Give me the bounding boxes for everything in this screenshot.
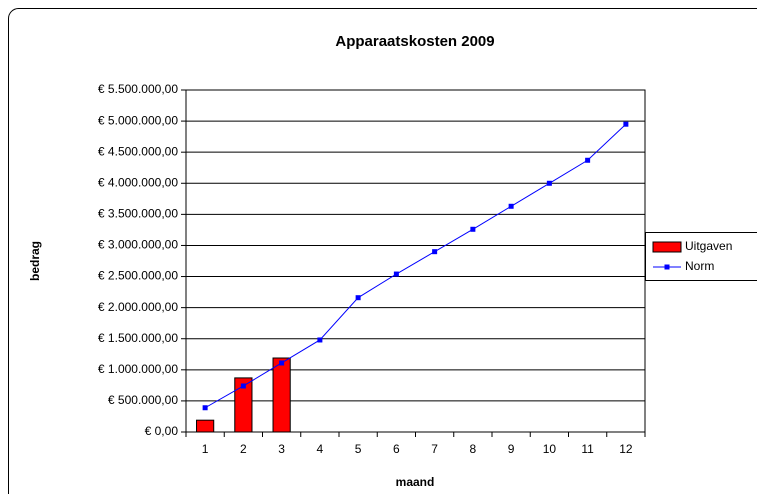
y-tick-label: € 3.500.000,00 xyxy=(98,207,178,221)
line-marker xyxy=(393,271,399,277)
x-tick-label: 9 xyxy=(508,442,515,456)
y-tick-label: € 2.500.000,00 xyxy=(98,269,178,283)
y-tick-label: € 5.500.000,00 xyxy=(98,82,178,96)
x-tick-label: 4 xyxy=(317,442,324,456)
y-tick-label: € 1.500.000,00 xyxy=(98,331,178,345)
x-tick-label: 7 xyxy=(431,442,438,456)
line-marker xyxy=(546,180,552,186)
line-marker xyxy=(623,121,629,127)
line-marker xyxy=(240,383,246,389)
legend-marker xyxy=(664,264,670,270)
x-tick-label: 11 xyxy=(581,442,594,456)
x-tick-label: 2 xyxy=(240,442,247,456)
line-marker xyxy=(432,249,438,255)
line-marker xyxy=(508,203,514,209)
y-tick-label: € 500.000,00 xyxy=(108,393,178,407)
chart-title: Apparaatskosten 2009 xyxy=(335,33,494,50)
bar xyxy=(196,419,215,433)
y-tick-label: € 4.500.000,00 xyxy=(98,144,178,158)
line-marker xyxy=(317,337,323,343)
line-marker xyxy=(585,157,591,163)
x-tick-label: 10 xyxy=(543,442,557,456)
line-marker xyxy=(279,360,285,366)
x-tick-label: 12 xyxy=(619,442,633,456)
y-axis-title: bedrag xyxy=(28,241,42,281)
plot-area xyxy=(185,89,646,433)
line-marker xyxy=(202,405,208,411)
x-tick-label: 3 xyxy=(278,442,285,456)
line-marker xyxy=(355,295,361,301)
legend-box xyxy=(645,232,757,281)
y-tick-label: € 2.000.000,00 xyxy=(98,300,178,314)
y-tick-label: € 0,00 xyxy=(145,424,179,438)
legend-label: Norm xyxy=(685,259,714,273)
x-tick-label: 8 xyxy=(470,442,477,456)
y-tick-label: € 3.000.000,00 xyxy=(98,238,178,252)
line-marker xyxy=(470,226,476,232)
bar xyxy=(234,377,253,433)
y-tick-label: € 5.000.000,00 xyxy=(98,113,178,127)
x-tick-label: 1 xyxy=(202,442,209,456)
x-tick-label: 5 xyxy=(355,442,362,456)
y-tick-label: € 1.000.000,00 xyxy=(98,362,178,376)
y-tick-label: € 4.000.000,00 xyxy=(98,175,178,189)
x-axis-title: maand xyxy=(396,475,435,489)
bar xyxy=(272,357,291,433)
legend-swatch xyxy=(652,241,682,253)
line xyxy=(204,123,627,409)
x-tick-label: 6 xyxy=(393,442,400,456)
legend-label: Uitgaven xyxy=(685,239,732,253)
